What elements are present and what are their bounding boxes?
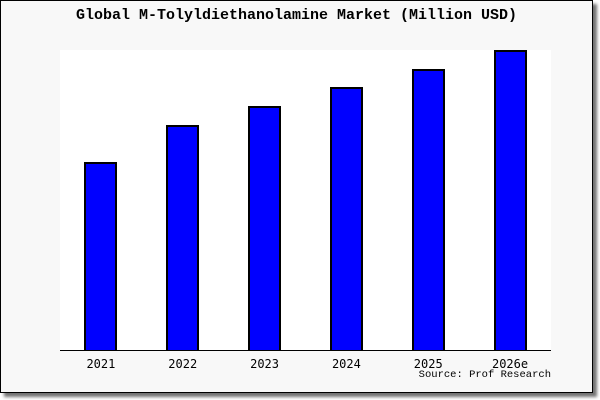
bar-slot-2021 — [60, 50, 142, 350]
x-tick-2023: 2023 — [250, 357, 280, 371]
bar-slot-2025 — [387, 50, 469, 350]
bar-series — [60, 50, 551, 350]
chart-title: Global M-Tolyldiethanolamine Market (Mil… — [75, 7, 518, 24]
bar-2021 — [84, 161, 118, 350]
bar-slot-2022 — [142, 50, 224, 350]
x-tick-2022: 2022 — [168, 357, 198, 371]
x-axis-tick-labels: 2021 2022 2023 2024 2025 2026e — [60, 357, 551, 371]
bar-slot-2026e — [469, 50, 551, 350]
x-tick-2024: 2024 — [331, 357, 361, 371]
source-credit: Source: Prof Research — [418, 369, 551, 381]
x-tick-2026e: 2026e — [491, 357, 529, 371]
plot-area — [60, 50, 551, 351]
x-tick-2021: 2021 — [86, 357, 116, 371]
bar-2025 — [411, 69, 445, 350]
bar-2026e — [493, 50, 527, 350]
bar-2023 — [248, 106, 282, 350]
x-tick-2025: 2025 — [413, 357, 443, 371]
chart-frame: Global M-Tolyldiethanolamine Market (Mil… — [0, 0, 593, 393]
bar-slot-2023 — [224, 50, 306, 350]
bar-slot-2024 — [305, 50, 387, 350]
bar-2022 — [166, 125, 200, 350]
bar-2024 — [329, 87, 363, 350]
